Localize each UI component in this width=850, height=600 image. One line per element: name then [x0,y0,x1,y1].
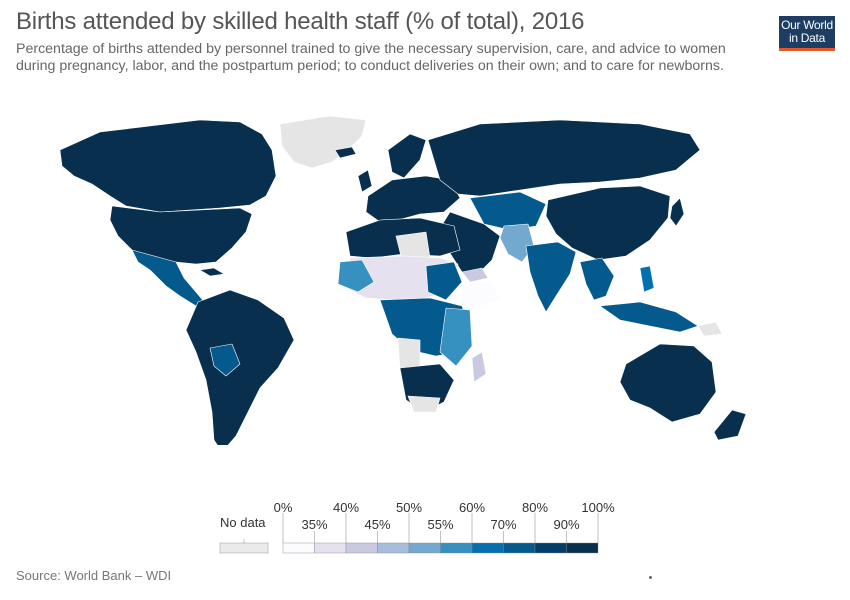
legend-bin [345,542,378,554]
owid-logo[interactable]: Our World in Data [779,16,835,51]
legend-lower-ticks: 35% 45% 55% 70% 90% [301,517,580,543]
region-caribbean[interactable] [199,267,225,277]
region-japan[interactable] [669,197,685,227]
chart-subtitle: Percentage of births attended by personn… [16,41,726,74]
region-south-america[interactable] [185,289,295,445]
region-png[interactable] [697,321,723,337]
legend-tick-label: 45% [364,517,390,532]
region-europe[interactable] [365,175,461,223]
source-note: Source: World Bank – WDI [16,568,172,583]
chart-title: Births attended by skilled health staff … [16,8,585,35]
region-indonesia[interactable] [599,301,699,333]
region-angola[interactable] [397,337,421,371]
legend-bin [408,542,441,554]
region-sudan[interactable] [425,261,463,301]
legend-bin [503,542,536,554]
region-afghanistan[interactable] [499,223,535,263]
region-madagascar[interactable] [471,351,487,383]
world-map [59,115,747,445]
legend-bin [282,542,315,554]
legend-bin [471,542,504,554]
region-libya[interactable] [395,231,431,261]
region-scandinavia[interactable] [387,133,427,179]
legend-tick-label: 55% [427,517,453,532]
legend-bin [566,542,599,554]
region-india[interactable] [525,241,577,313]
legend-bin [440,542,473,554]
region-china[interactable] [545,185,671,261]
legend-tick-label: 50% [396,500,422,515]
legend-tick-label: 0% [274,500,293,515]
region-usa[interactable] [109,205,253,265]
legend-bin [377,542,410,554]
legend-tick-label: 60% [459,500,485,515]
legend-bin [534,542,567,554]
region-australia[interactable] [619,343,717,423]
legend-upper-ticks: 0% 40% 50% 60% 80% 100% [274,500,615,543]
region-new-zealand[interactable] [713,409,747,441]
region-east-africa[interactable] [439,307,473,367]
region-horn[interactable] [459,279,501,309]
region-south-africa[interactable] [407,395,441,413]
region-bolivia-paraguay[interactable] [209,343,241,377]
legend-tick-label: 90% [553,517,579,532]
legend-tick-label: 40% [333,500,359,515]
region-iceland[interactable] [334,146,357,159]
legend-no-data-swatch [219,542,269,554]
legend-bin [314,542,347,554]
region-uk[interactable] [357,169,373,193]
region-philippines[interactable] [639,265,655,293]
region-canada[interactable] [59,119,277,213]
legend-tick-label: 100% [581,500,615,515]
legend-bins [282,542,599,554]
map-legend: No data 0% 40% 50% 60% 80% 100% 35% 45% 55% 70% 9… [219,500,615,554]
region-russia[interactable] [427,119,701,197]
region-greenland[interactable] [279,115,367,169]
legend-tick-label: 70% [490,517,516,532]
legend-tick-label: 35% [301,517,327,532]
region-southeast-asia[interactable] [579,257,615,301]
legend-no-data-label: No data [220,515,266,530]
decorative-dot [649,576,652,579]
legend-tick-label: 80% [522,500,548,515]
region-mali[interactable] [337,259,375,293]
region-yemen[interactable] [461,267,489,283]
